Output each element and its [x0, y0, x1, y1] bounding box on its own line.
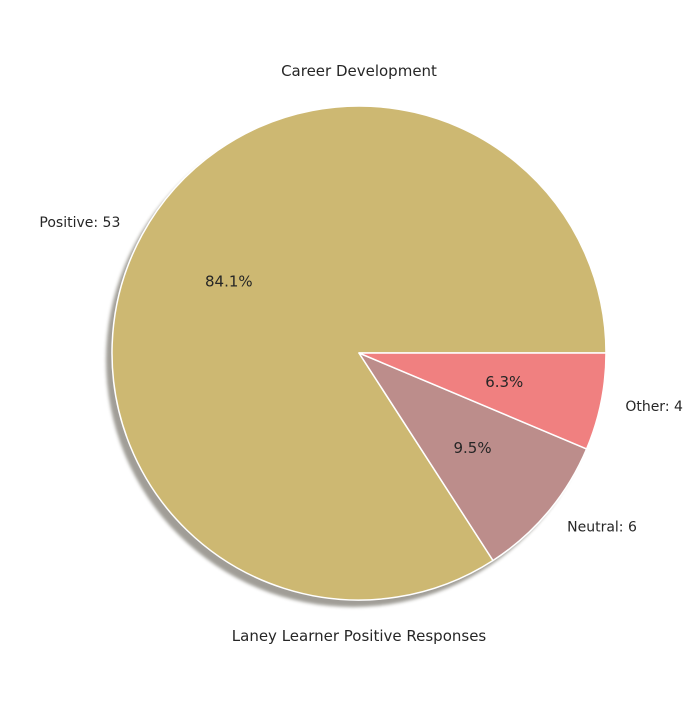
- pie-slice-1: [358, 352, 588, 562]
- slice-percent-1: 9.5%: [453, 439, 491, 457]
- slice-percent-2: 6.3%: [485, 373, 523, 391]
- slice-percent-0: 84.1%: [205, 273, 253, 291]
- pie-labels: Positive: 53 84.1% Neutral: 6 9.5% Other: 4 6…: [39, 215, 683, 536]
- slice-label-2: Other: 4: [625, 399, 683, 415]
- slice-label-1: Neutral: 6: [567, 520, 637, 536]
- slice-label-0: Positive: 53: [39, 215, 120, 231]
- chart-title: Career Development: [281, 62, 437, 80]
- pie-slice-2: [358, 352, 607, 450]
- x-axis-label: Laney Learner Positive Responses: [232, 627, 487, 645]
- pie-slices: [111, 105, 607, 601]
- pie-slice-0: [111, 105, 607, 601]
